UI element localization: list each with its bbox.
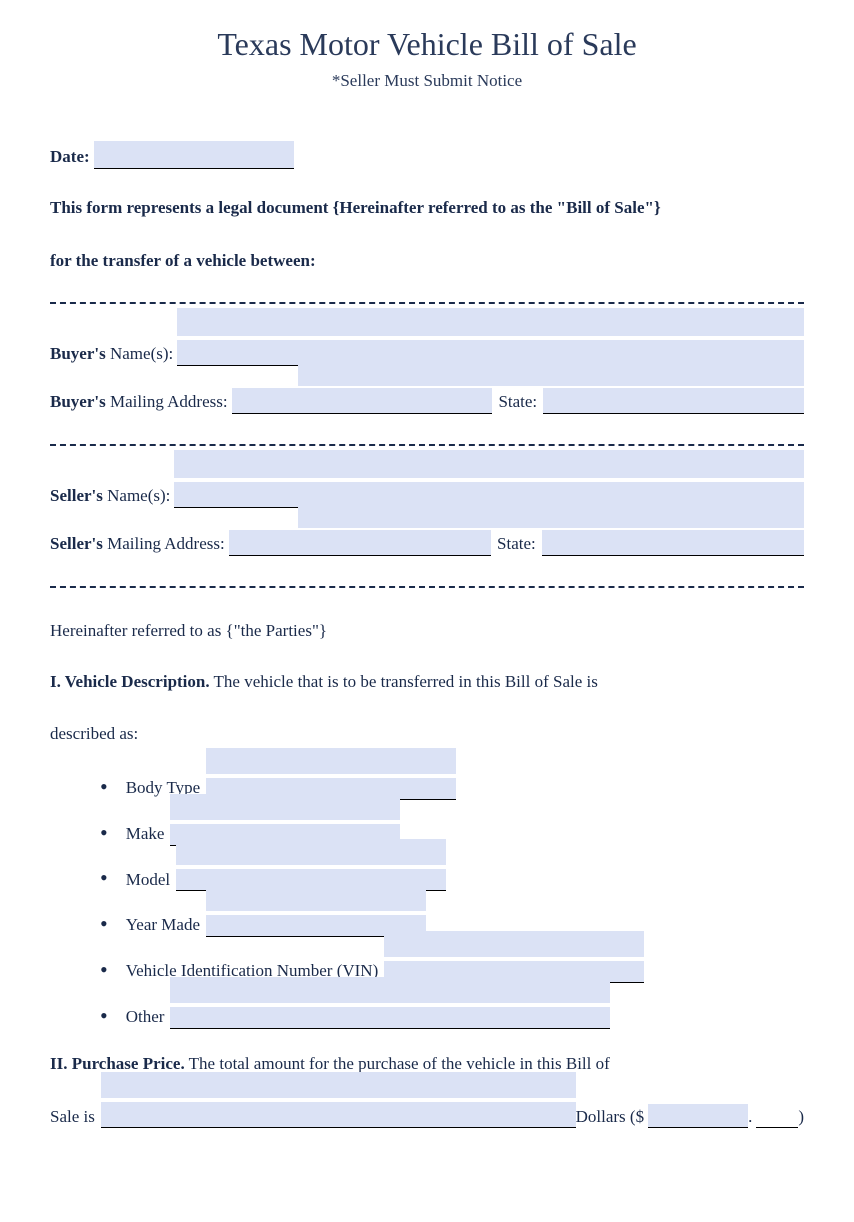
- year-label: Year Made: [126, 913, 200, 937]
- model-field-upper[interactable]: [176, 839, 446, 865]
- price-words-field[interactable]: [101, 1102, 576, 1128]
- other-label: Other: [126, 1005, 165, 1029]
- price-words-upper[interactable]: [101, 1072, 576, 1098]
- buyer-address-row: Buyer's Mailing Address: State:: [50, 388, 804, 414]
- buyer-address-field-upper[interactable]: [298, 358, 804, 386]
- price-dollars-field[interactable]: [648, 1104, 748, 1128]
- page-subtitle: *Seller Must Submit Notice: [50, 69, 804, 93]
- section1-heading-row: I. Vehicle Description. The vehicle that…: [50, 669, 804, 695]
- other-field[interactable]: [170, 1007, 610, 1029]
- price-line2a: Sale is: [50, 1105, 95, 1129]
- section1-body2: described as:: [50, 721, 804, 747]
- other-field-upper[interactable]: [170, 977, 610, 1003]
- divider-2: [50, 444, 804, 446]
- make-label: Make: [126, 822, 165, 846]
- date-row: Date:: [50, 141, 804, 169]
- paren: ): [798, 1105, 804, 1129]
- page-title: Texas Motor Vehicle Bill of Sale: [50, 22, 804, 67]
- year-field-upper[interactable]: [206, 885, 426, 911]
- other-row: Other: [100, 1005, 804, 1029]
- seller-state-label: State:: [497, 532, 536, 556]
- buyer-state-label: State:: [498, 390, 537, 414]
- vin-field-upper[interactable]: [384, 931, 644, 957]
- seller-name-label: Seller's Name(s):: [50, 484, 170, 508]
- parties-text: Hereinafter referred to as {"the Parties…: [50, 618, 804, 644]
- body-type-field-upper[interactable]: [206, 748, 456, 774]
- divider-3: [50, 586, 804, 588]
- price-cents-field[interactable]: [756, 1104, 798, 1128]
- seller-state-field[interactable]: [542, 530, 804, 556]
- make-field-upper[interactable]: [170, 794, 400, 820]
- buyer-name-field-upper[interactable]: [177, 308, 804, 336]
- section2-heading: II. Purchase Price.: [50, 1054, 185, 1073]
- section2-body: The total amount for the purchase of the…: [185, 1054, 610, 1073]
- buyer-address-field[interactable]: [232, 388, 493, 414]
- section1-heading: I. Vehicle Description.: [50, 672, 210, 691]
- seller-address-label: Seller's Mailing Address:: [50, 532, 225, 556]
- date-label: Date:: [50, 145, 90, 169]
- dot: .: [748, 1105, 752, 1129]
- intro-line1: This form represents a legal document {H…: [50, 195, 804, 221]
- seller-address-row: Seller's Mailing Address: State:: [50, 530, 804, 556]
- vehicle-list: Body Type Make Model Year Made Vehicle I…: [100, 776, 804, 1029]
- dollars-label: Dollars ($: [576, 1105, 644, 1129]
- seller-address-field-upper[interactable]: [298, 500, 804, 528]
- divider-1: [50, 302, 804, 304]
- seller-address-field[interactable]: [229, 530, 491, 556]
- seller-name-field-upper[interactable]: [174, 450, 804, 478]
- date-field[interactable]: [94, 141, 294, 169]
- buyer-name-label: Buyer's Name(s):: [50, 342, 173, 366]
- model-label: Model: [126, 868, 170, 892]
- price-row: Sale is Dollars ($ . ): [50, 1102, 804, 1128]
- section1-body: The vehicle that is to be transferred in…: [210, 672, 598, 691]
- buyer-state-field[interactable]: [543, 388, 804, 414]
- buyer-address-label: Buyer's Mailing Address:: [50, 390, 228, 414]
- intro-line2: for the transfer of a vehicle between:: [50, 248, 804, 274]
